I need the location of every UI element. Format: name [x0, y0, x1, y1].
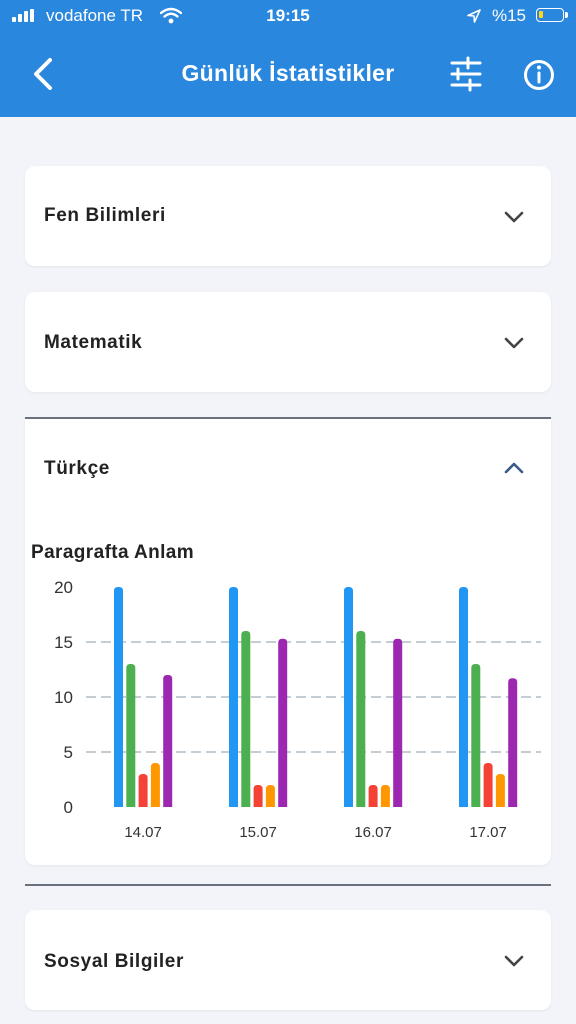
sliders-icon[interactable] [446, 56, 486, 92]
subject-label: Sosyal Bilgiler [44, 951, 184, 972]
section-divider [25, 417, 551, 419]
subject-label: Fen Bilimleri [44, 205, 166, 226]
bar [278, 638, 288, 807]
bar [380, 785, 390, 807]
chevron-down-icon [504, 211, 524, 223]
subject-card-fen-bilimleri[interactable]: Fen Bilimleri [25, 166, 551, 266]
chart-title: Paragrafta Anlam [31, 542, 195, 563]
chevron-up-icon [504, 462, 524, 474]
bar [483, 763, 493, 807]
y-tick-label: 20 [54, 578, 73, 597]
battery-percentage: %15 [491, 6, 526, 25]
bar [368, 785, 378, 807]
location-arrow-icon [467, 9, 481, 23]
y-tick-label: 15 [54, 633, 73, 652]
subject-label: Matematik [44, 332, 143, 353]
bar [459, 587, 468, 807]
x-tick-label: 15.07 [239, 824, 277, 841]
app-header: vodafone TR 19:15 %15 Günlük İstatistikl… [0, 0, 576, 117]
page-title: Günlük İstatistikler [181, 60, 395, 86]
info-icon[interactable] [519, 55, 559, 95]
bar [508, 678, 518, 807]
y-tick-label: 0 [64, 798, 73, 817]
bar [241, 631, 251, 807]
bar [126, 664, 136, 807]
chevron-down-icon [504, 337, 524, 349]
battery-icon [536, 8, 568, 22]
carrier-name: vodafone TR [46, 6, 144, 25]
wifi-icon [160, 7, 182, 24]
status-time: 19:15 [266, 6, 310, 25]
bar [138, 774, 148, 807]
bar [393, 638, 403, 807]
bar [163, 675, 173, 807]
subject-label: Türkçe [44, 458, 110, 479]
bar [265, 785, 275, 807]
x-tick-label: 17.07 [469, 824, 507, 841]
x-tick-label: 16.07 [354, 824, 392, 841]
y-tick-label: 5 [64, 743, 73, 762]
bar [495, 774, 505, 807]
bar [344, 587, 353, 807]
signal-icon [12, 9, 36, 22]
bar [114, 587, 123, 807]
y-tick-label: 10 [54, 688, 73, 707]
back-chevron-icon[interactable] [24, 54, 64, 94]
subject-card-sosyal-bilgiler[interactable]: Sosyal Bilgiler [25, 910, 551, 1010]
x-tick-label: 14.07 [124, 824, 162, 841]
bar [471, 664, 481, 807]
section-divider [25, 884, 551, 886]
status-bar: vodafone TR 19:15 %15 [0, 0, 576, 32]
bar [150, 763, 160, 807]
chevron-down-icon [504, 955, 524, 967]
subject-card-matematik[interactable]: Matematik [25, 292, 551, 392]
bar [356, 631, 366, 807]
bar [229, 587, 238, 807]
bar [253, 785, 263, 807]
bar-chart: 0 5 10 15 20 14.07 15.07 16.07 17.07 [54, 578, 541, 841]
